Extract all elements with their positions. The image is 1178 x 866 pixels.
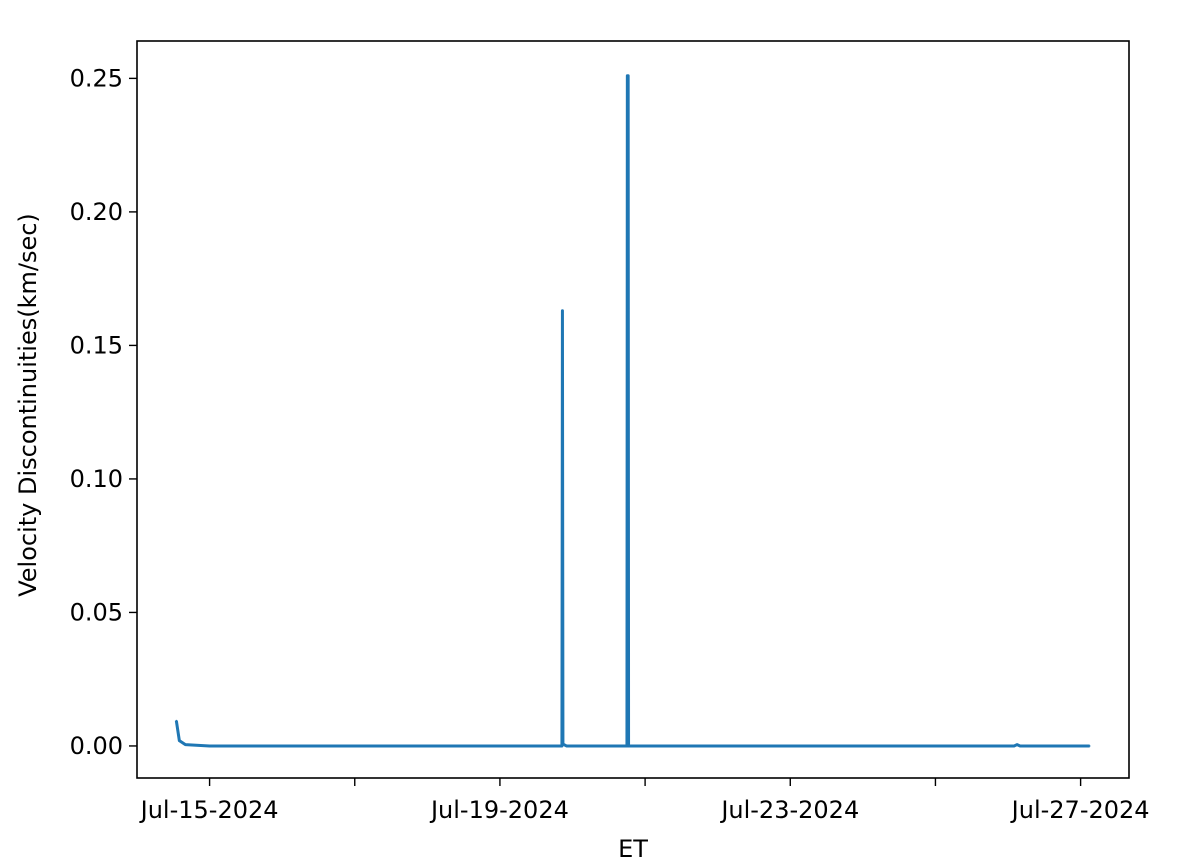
chart-marks <box>174 74 1091 748</box>
x-axis-label: ET <box>618 835 648 863</box>
y-tick-label: 0.20 <box>70 198 123 226</box>
data-point <box>1013 745 1015 747</box>
data-point <box>208 745 211 747</box>
data-point <box>1019 745 1021 747</box>
data-point <box>627 745 630 747</box>
y-tick-label: 0.00 <box>70 732 123 760</box>
data-point <box>178 739 181 742</box>
y-tick-label: 0.10 <box>70 465 123 493</box>
x-tick-label: Jul-15-2024 <box>139 796 279 824</box>
data-point <box>1088 745 1091 747</box>
y-axis: 0.00 0.05 0.10 0.15 0.20 0.25 <box>70 64 137 760</box>
data-point <box>561 745 563 747</box>
data-point <box>565 745 568 747</box>
x-tick-label: Jul-19-2024 <box>429 796 569 824</box>
x-tick-label: Jul-23-2024 <box>719 796 859 824</box>
y-tick-label: 0.15 <box>70 331 123 359</box>
y-axis-label: Velocity Discontinuities(km/sec) <box>14 213 42 597</box>
plot-frame <box>136 40 1130 779</box>
x-tick-label: Jul-27-2024 <box>1010 796 1150 824</box>
x-axis: Jul-15-2024 Jul-19-2024 Jul-23-2024 Jul-27-… <box>139 778 1150 824</box>
data-point <box>175 719 178 722</box>
data-point <box>561 309 564 312</box>
data-point <box>184 743 187 746</box>
y-tick-label: 0.05 <box>70 598 123 626</box>
y-tick-label: 0.25 <box>70 64 123 92</box>
data-point <box>562 743 564 745</box>
data-point <box>627 74 629 77</box>
data-point <box>1016 743 1018 746</box>
